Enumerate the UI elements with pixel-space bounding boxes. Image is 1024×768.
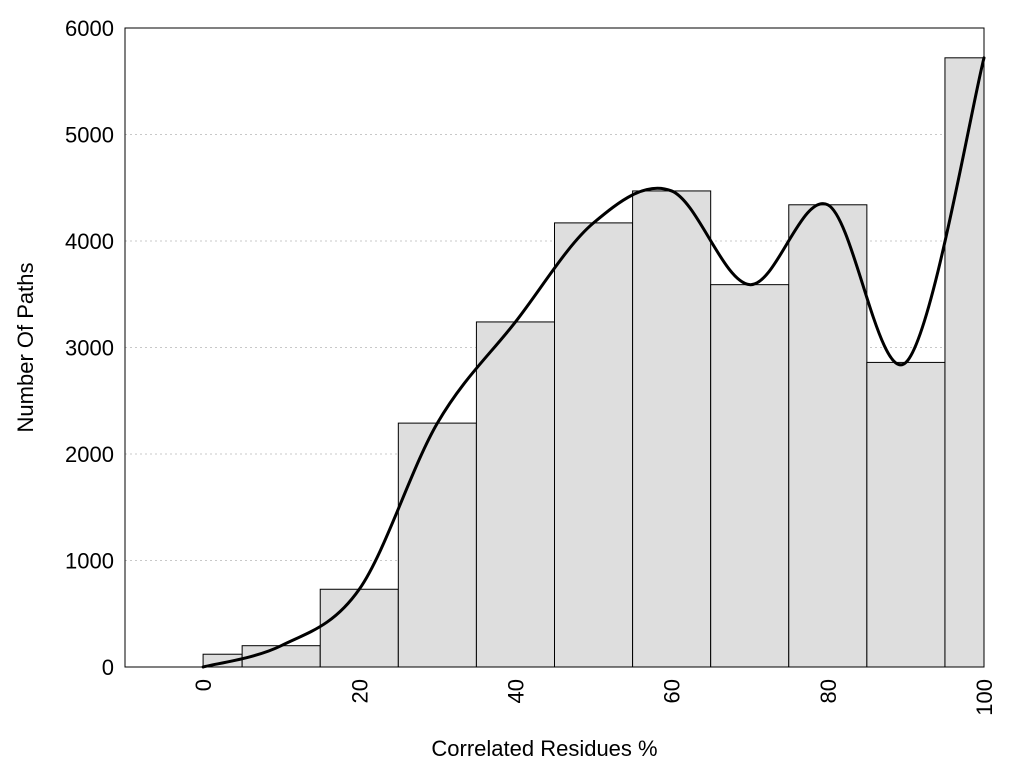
x-axis-ticks: 0 20 40 60 80 100 [191, 679, 997, 716]
bars [202, 57, 985, 668]
curve-line [201, 56, 986, 669]
smoothed-curve [201, 56, 986, 669]
y-axis-ticks: 0 1000 2000 3000 4000 5000 6000 [65, 16, 114, 680]
y-axis-title: Number Of Paths [13, 263, 38, 433]
y-tick-label: 3000 [65, 336, 114, 361]
bar [319, 588, 399, 668]
x-tick-label: 0 [191, 679, 216, 691]
y-tick-label: 1000 [65, 549, 114, 574]
bar [475, 321, 555, 668]
x-tick-label: 100 [972, 679, 997, 716]
x-tick-label: 40 [503, 679, 528, 703]
x-axis-title: Correlated Residues % [431, 736, 657, 761]
bar [554, 222, 634, 668]
bar [788, 204, 868, 668]
x-tick-label: 20 [347, 679, 372, 703]
y-tick-label: 5000 [65, 123, 114, 148]
bar [866, 361, 946, 668]
bar [710, 284, 790, 668]
plot-frame [124, 27, 985, 668]
x-tick-label: 60 [660, 679, 685, 703]
bar [397, 422, 477, 668]
y-tick-label: 6000 [65, 16, 114, 41]
x-tick-label: 80 [816, 679, 841, 703]
y-tick-label: 0 [102, 655, 114, 680]
bar [632, 190, 712, 668]
y-tick-label: 2000 [65, 442, 114, 467]
y-tick-label: 4000 [65, 229, 114, 254]
